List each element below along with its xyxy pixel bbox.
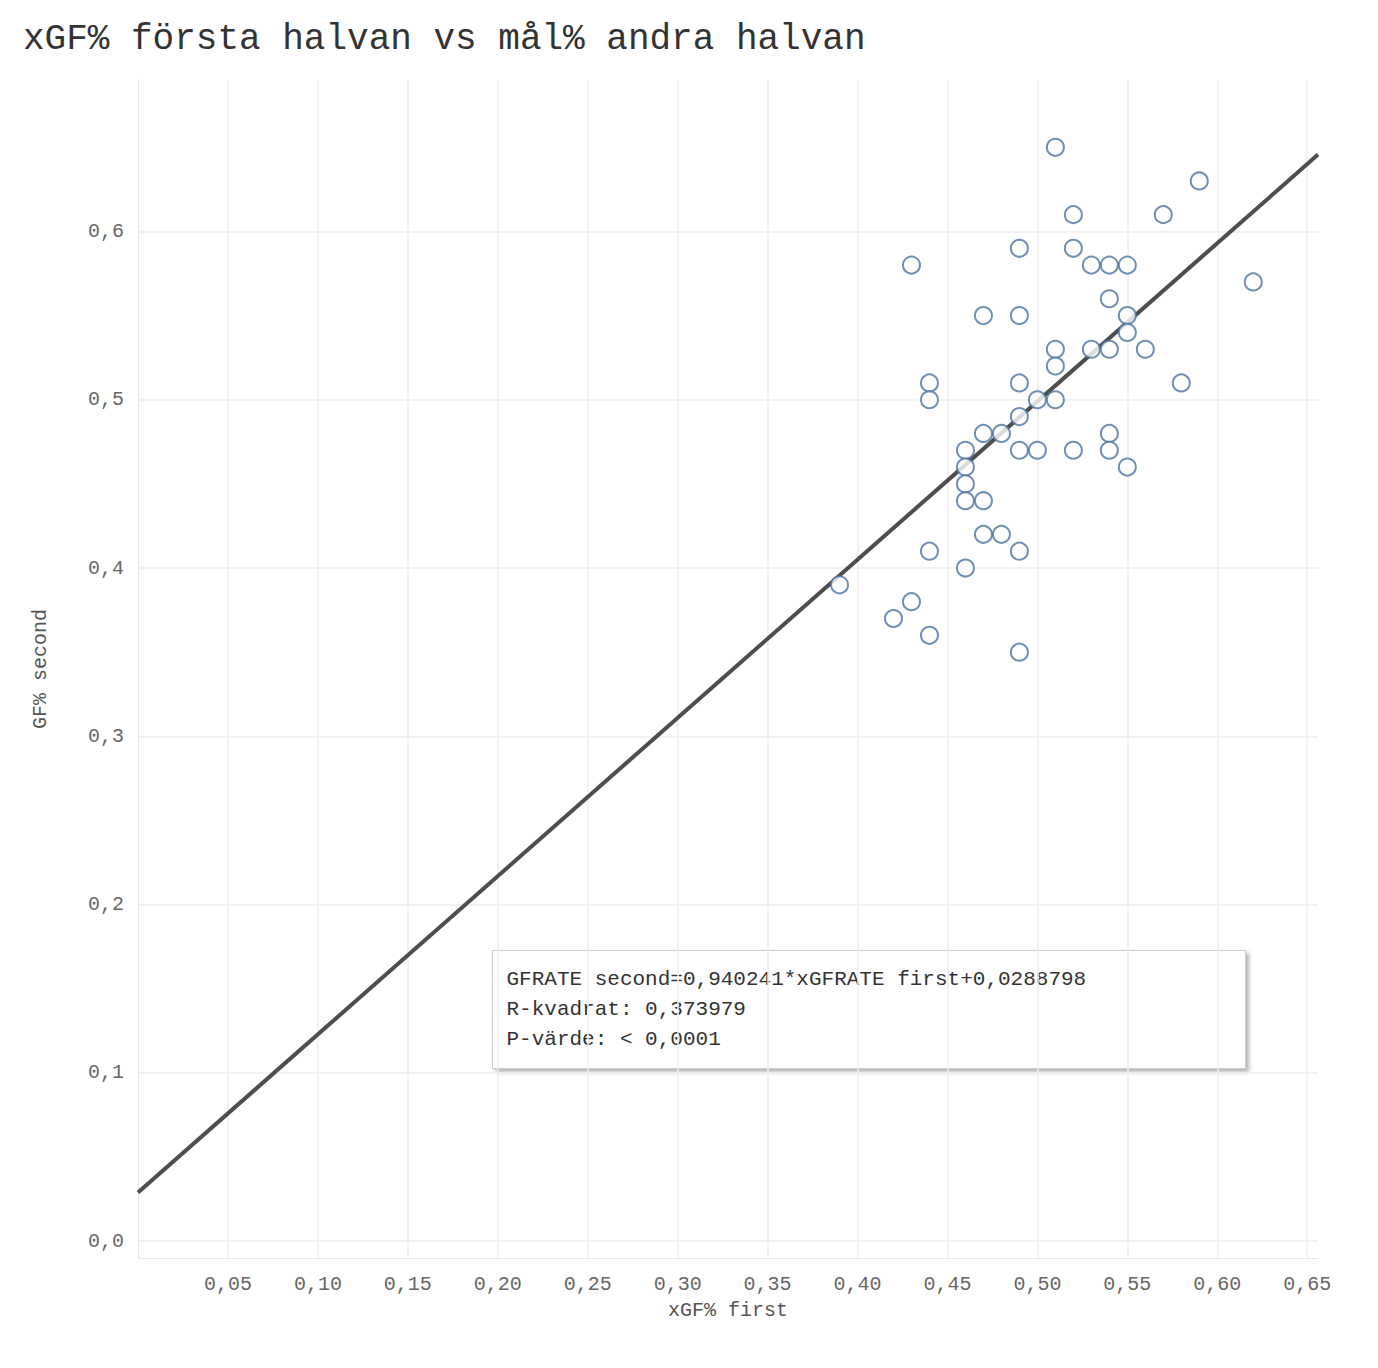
svg-text:0,2: 0,2 bbox=[88, 893, 124, 916]
svg-text:GFRATE second=0,940241*xGFRATE: GFRATE second=0,940241*xGFRATE first+0,0… bbox=[507, 968, 1087, 991]
svg-text:0,55: 0,55 bbox=[1103, 1273, 1151, 1296]
svg-text:0,5: 0,5 bbox=[88, 388, 124, 411]
svg-text:0,35: 0,35 bbox=[744, 1273, 792, 1296]
svg-text:P-värde: < 0,0001: P-värde: < 0,0001 bbox=[507, 1028, 721, 1051]
svg-text:xGF% first: xGF% first bbox=[668, 1299, 788, 1322]
svg-text:0,15: 0,15 bbox=[384, 1273, 432, 1296]
svg-text:xGF% första halvan vs mål% and: xGF% första halvan vs mål% andra halvan bbox=[23, 19, 866, 60]
svg-text:0,65: 0,65 bbox=[1283, 1273, 1331, 1296]
svg-text:0,20: 0,20 bbox=[474, 1273, 522, 1296]
svg-text:0,60: 0,60 bbox=[1193, 1273, 1241, 1296]
svg-text:0,3: 0,3 bbox=[88, 725, 124, 748]
svg-text:0,40: 0,40 bbox=[834, 1273, 882, 1296]
svg-text:R-kvadrat: 0,373979: R-kvadrat: 0,373979 bbox=[507, 998, 746, 1021]
svg-text:0,4: 0,4 bbox=[88, 557, 124, 580]
svg-text:0,25: 0,25 bbox=[564, 1273, 612, 1296]
svg-text:0,6: 0,6 bbox=[88, 220, 124, 243]
svg-text:0,05: 0,05 bbox=[204, 1273, 252, 1296]
svg-text:GF% second: GF% second bbox=[29, 609, 52, 729]
svg-text:0,45: 0,45 bbox=[923, 1273, 971, 1296]
svg-text:0,0: 0,0 bbox=[88, 1230, 124, 1253]
svg-text:0,50: 0,50 bbox=[1013, 1273, 1061, 1296]
svg-text:0,30: 0,30 bbox=[654, 1273, 702, 1296]
svg-text:0,1: 0,1 bbox=[88, 1061, 124, 1084]
svg-text:0,10: 0,10 bbox=[294, 1273, 342, 1296]
